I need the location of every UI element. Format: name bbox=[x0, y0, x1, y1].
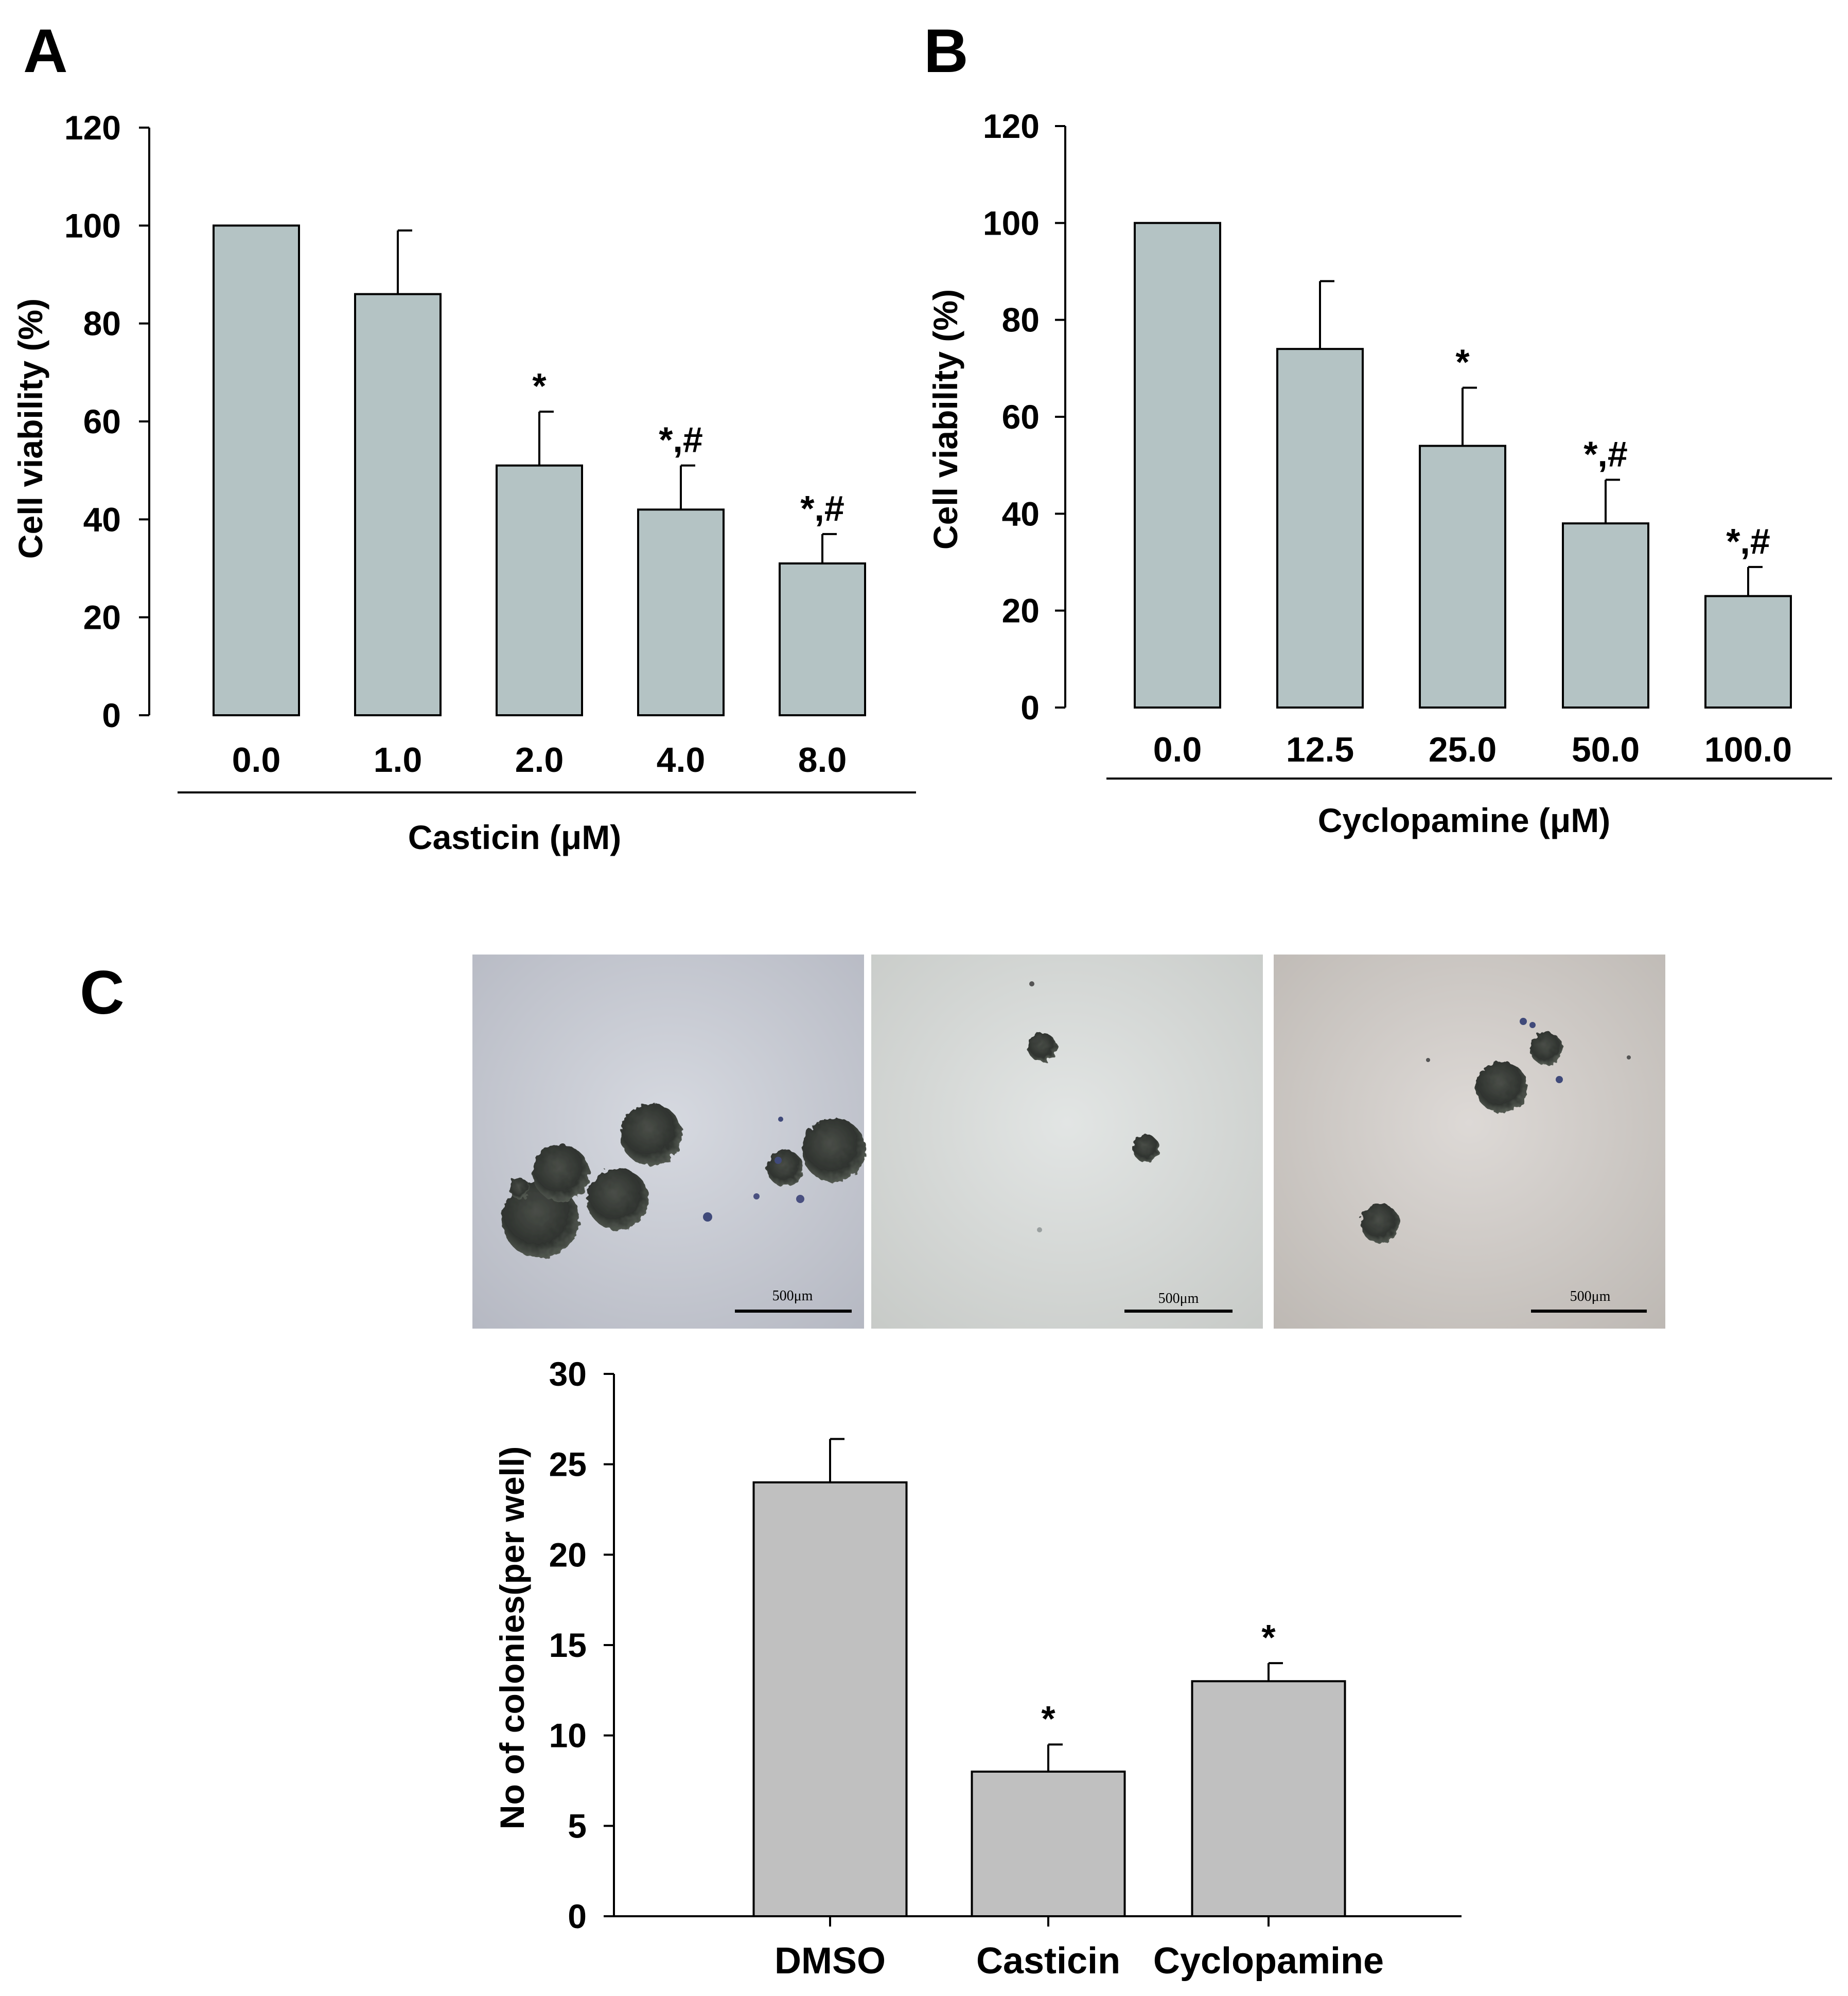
y-tick-label: 15 bbox=[549, 1626, 587, 1664]
y-tick-label: 100 bbox=[983, 204, 1040, 242]
panel-letter-a: A bbox=[23, 16, 68, 85]
y-tick-label: 0 bbox=[568, 1897, 587, 1935]
bar bbox=[1562, 522, 1649, 709]
y-tick-label: 0 bbox=[1020, 688, 1040, 727]
y-tick-label: 10 bbox=[549, 1717, 587, 1755]
significance-label: * bbox=[1261, 1617, 1276, 1657]
category-label: DMSO bbox=[775, 1940, 886, 1982]
significance-label: *,# bbox=[1726, 521, 1770, 561]
y-tick-label: 60 bbox=[83, 402, 121, 440]
category-label: 25.0 bbox=[1429, 730, 1497, 769]
panel-letter-c: C bbox=[80, 958, 125, 1027]
panel-letter-b: B bbox=[924, 16, 969, 85]
micrograph-dmso: 500μm bbox=[472, 955, 866, 1329]
bar bbox=[496, 464, 583, 717]
y-tick-label: 80 bbox=[1002, 301, 1040, 339]
y-tick-label: 20 bbox=[83, 598, 121, 637]
bar bbox=[213, 224, 300, 717]
y-tick-label: 120 bbox=[64, 109, 121, 147]
bar bbox=[1134, 222, 1221, 709]
chart-a-xlabel: Casticin (μM) bbox=[408, 818, 621, 856]
category-label: 8.0 bbox=[798, 740, 847, 780]
bar bbox=[1704, 595, 1792, 709]
category-label: 4.0 bbox=[657, 740, 706, 780]
category-label: 0.0 bbox=[232, 740, 281, 780]
significance-label: * bbox=[1041, 1699, 1055, 1739]
bar bbox=[971, 1770, 1126, 1918]
y-tick-label: 40 bbox=[1002, 494, 1040, 533]
micrograph-casticin: 500μm bbox=[871, 955, 1263, 1329]
y-tick-label: 5 bbox=[568, 1807, 587, 1845]
y-tick-label: 120 bbox=[983, 107, 1040, 145]
y-tick-label: 80 bbox=[83, 305, 121, 343]
significance-label: * bbox=[1455, 342, 1470, 382]
scale-bar-label-1: 500μm bbox=[772, 1288, 813, 1304]
chart-c-ylabel: No of colonies(per well) bbox=[493, 1446, 531, 1829]
chart-b-xlabel: Cyclopamine (μM) bbox=[1318, 801, 1610, 839]
scale-bar-label-3: 500μm bbox=[1570, 1288, 1611, 1304]
category-label: Casticin bbox=[976, 1940, 1120, 1982]
significance-label: *,# bbox=[659, 420, 703, 460]
bar bbox=[779, 562, 866, 716]
micrograph-cyclopamine: 500μm bbox=[1274, 955, 1665, 1329]
y-tick-label: 25 bbox=[549, 1445, 587, 1483]
category-label: Cyclopamine bbox=[1153, 1940, 1384, 1982]
category-label: 100.0 bbox=[1704, 730, 1792, 769]
bar bbox=[752, 1481, 908, 1918]
category-label: 12.5 bbox=[1286, 730, 1354, 769]
y-tick-label: 0 bbox=[102, 696, 121, 734]
bar bbox=[354, 293, 442, 716]
chart-b-ylabel: Cell viability (%) bbox=[926, 289, 964, 550]
micrograph-strip: 500μm 500μm 500μm bbox=[472, 955, 1665, 1329]
y-tick-label: 20 bbox=[549, 1535, 587, 1574]
y-tick-label: 40 bbox=[83, 500, 121, 538]
y-tick-label: 30 bbox=[549, 1355, 587, 1393]
bar bbox=[1191, 1680, 1346, 1917]
category-label: 1.0 bbox=[374, 740, 423, 780]
chart-a: Cell viability (%) Casticin (μM) 0 20 40 60… bbox=[11, 109, 916, 856]
y-tick-label: 60 bbox=[1002, 398, 1040, 436]
chart-a-ylabel: Cell viability (%) bbox=[11, 298, 49, 559]
bar bbox=[637, 508, 725, 716]
significance-label: * bbox=[532, 366, 547, 406]
bar bbox=[1276, 348, 1364, 709]
significance-label: *,# bbox=[800, 488, 844, 528]
category-label: 0.0 bbox=[1153, 730, 1202, 769]
chart-c: No of colonies(per well) 0 5 10 15 20 25 30 DMS… bbox=[493, 1355, 1462, 1982]
chart-b: Cell viability (%) Cyclopamine (μM) 0 20 4… bbox=[926, 107, 1832, 839]
category-label: 2.0 bbox=[515, 740, 564, 780]
y-tick-label: 20 bbox=[1002, 592, 1040, 630]
scale-bar-label-2: 500μm bbox=[1158, 1291, 1199, 1306]
y-tick-label: 100 bbox=[64, 206, 121, 244]
category-label: 50.0 bbox=[1572, 730, 1640, 769]
bar bbox=[1419, 445, 1506, 709]
significance-label: *,# bbox=[1583, 434, 1628, 474]
